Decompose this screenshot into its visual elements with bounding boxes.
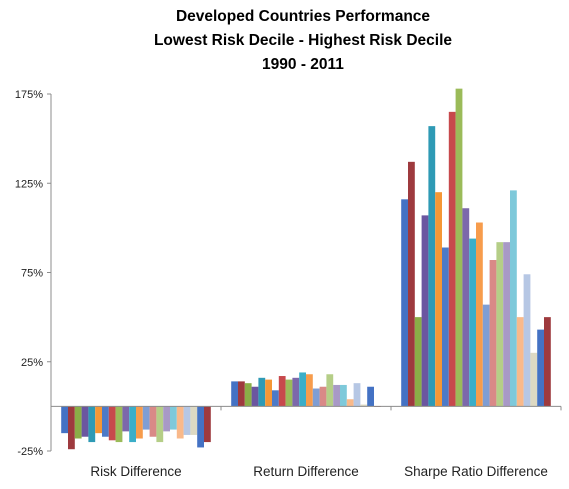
bar (523, 274, 531, 407)
bar (156, 406, 164, 443)
bar (306, 374, 313, 407)
bar (285, 379, 293, 407)
bar-group (61, 406, 211, 450)
chart-title-line-1: Developed Countries Performance (176, 8, 430, 25)
bar (482, 304, 490, 407)
bar (462, 208, 470, 407)
bar (231, 381, 238, 407)
bar (510, 190, 517, 407)
bar (367, 386, 374, 407)
bar (414, 317, 422, 407)
bar (244, 383, 252, 407)
bar (346, 399, 354, 407)
bar (278, 376, 286, 407)
bar (108, 406, 116, 441)
bar (489, 260, 497, 407)
bar (516, 317, 524, 407)
bar (251, 386, 259, 407)
bar (333, 384, 340, 407)
bar (122, 406, 130, 432)
bar (435, 192, 442, 407)
x-category-label: Sharpe Ratio Difference (404, 464, 548, 479)
y-tick-label: 75% (21, 268, 43, 280)
bar (319, 386, 327, 407)
bar (149, 406, 157, 437)
bar (537, 329, 544, 407)
bar (204, 406, 211, 443)
bar (74, 406, 82, 439)
bar (360, 404, 368, 407)
bar (238, 381, 245, 407)
bar (530, 352, 538, 407)
bar (272, 390, 279, 407)
bar-group (401, 88, 551, 407)
y-tick-label: -25% (17, 446, 43, 458)
bar (61, 406, 68, 434)
bar (197, 406, 204, 448)
bar (183, 406, 191, 435)
chart-title-line-3: 1990 - 2011 (262, 56, 344, 73)
bar (312, 388, 320, 407)
bar (170, 406, 177, 430)
bar (401, 199, 408, 407)
bar (469, 238, 476, 407)
bar (496, 242, 504, 407)
bar (455, 88, 463, 407)
bar (353, 383, 361, 407)
bar (476, 222, 483, 407)
bar (176, 406, 184, 439)
bar (258, 377, 266, 407)
bar (102, 406, 109, 437)
bar (68, 406, 75, 450)
bar (88, 406, 96, 443)
bars (61, 88, 551, 450)
bar (408, 161, 415, 407)
bar (544, 317, 551, 407)
bar (326, 374, 334, 407)
bar (81, 406, 89, 437)
bar (95, 406, 102, 434)
y-tick-label: 175% (15, 89, 43, 101)
bar (503, 242, 510, 407)
bar (421, 215, 429, 407)
bar (448, 111, 456, 407)
y-axis: -25% 25% 75% 125% 175% (15, 89, 52, 458)
bar (299, 372, 306, 407)
bar (265, 379, 272, 407)
bar (129, 406, 136, 443)
bar (115, 406, 123, 443)
bar (190, 406, 198, 435)
bar (292, 377, 300, 407)
bar (428, 126, 436, 407)
y-tick-label: 125% (15, 178, 43, 190)
bar (163, 406, 170, 432)
bar (136, 406, 143, 439)
x-axis (50, 405, 562, 411)
chart-title: Developed Countries Performance Lowest R… (154, 8, 452, 73)
category-labels: Risk Difference Return Difference Sharpe R… (90, 464, 548, 479)
chart-title-line-2: Lowest Risk Decile - Highest Risk Decile (154, 32, 452, 49)
bar-group (231, 372, 381, 407)
x-category-label: Risk Difference (90, 464, 181, 479)
bar (340, 384, 347, 407)
bar (142, 406, 150, 430)
bar (442, 247, 449, 407)
y-tick-label: 25% (21, 357, 43, 369)
x-category-label: Return Difference (253, 464, 359, 479)
